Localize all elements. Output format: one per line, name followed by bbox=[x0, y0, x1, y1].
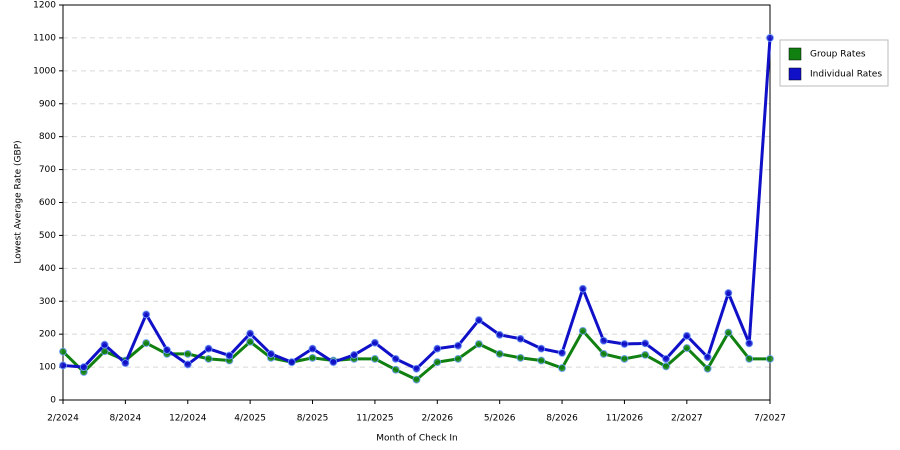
data-point bbox=[433, 358, 442, 367]
data-point bbox=[641, 351, 650, 359]
data-point bbox=[454, 354, 462, 363]
data-point bbox=[641, 339, 650, 348]
data-point bbox=[371, 354, 379, 363]
data-point bbox=[350, 351, 359, 359]
data-point bbox=[433, 344, 442, 353]
data-point bbox=[204, 354, 213, 363]
data-point bbox=[412, 364, 421, 373]
data-point bbox=[703, 364, 712, 373]
legend-label: Group Rates bbox=[810, 50, 866, 60]
data-point bbox=[391, 365, 400, 374]
y-tick-label: 1100 bbox=[33, 33, 56, 43]
data-point bbox=[745, 339, 754, 348]
data-point bbox=[246, 337, 255, 346]
legend-swatch bbox=[788, 67, 802, 81]
data-point bbox=[682, 331, 691, 340]
data-point bbox=[495, 350, 504, 358]
y-tick-label: 1000 bbox=[33, 66, 56, 76]
x-tick-label: 7/2027 bbox=[754, 414, 786, 424]
data-point bbox=[599, 336, 608, 345]
data-point bbox=[682, 344, 691, 352]
x-axis-label: Month of Check In bbox=[376, 434, 458, 444]
y-axis-label: Lowest Average Rate (GBP) bbox=[14, 140, 24, 263]
data-point bbox=[308, 344, 317, 353]
data-point bbox=[204, 344, 213, 353]
data-point bbox=[121, 359, 130, 368]
legend-label: Individual Rates bbox=[810, 70, 882, 80]
data-point bbox=[558, 349, 566, 357]
data-point bbox=[558, 364, 566, 372]
data-point bbox=[474, 316, 483, 324]
data-point bbox=[724, 328, 733, 337]
y-tick-label: 200 bbox=[39, 330, 56, 340]
data-point bbox=[724, 289, 733, 297]
data-point bbox=[516, 353, 525, 362]
y-tick-label: 1200 bbox=[33, 1, 56, 11]
data-point bbox=[59, 347, 67, 356]
data-point bbox=[766, 354, 774, 363]
x-tick-label: 2/2024 bbox=[47, 414, 79, 424]
data-point bbox=[163, 346, 171, 354]
data-point bbox=[371, 338, 379, 347]
data-point bbox=[412, 375, 421, 384]
data-point bbox=[225, 351, 234, 360]
data-point bbox=[267, 350, 275, 358]
x-tick-label: 2/2026 bbox=[421, 414, 453, 424]
x-tick-label: 11/2026 bbox=[606, 414, 644, 424]
x-tick-label: 8/2026 bbox=[546, 414, 578, 424]
data-point bbox=[246, 329, 255, 338]
y-tick-label: 600 bbox=[39, 198, 56, 208]
x-tick-label: 5/2026 bbox=[484, 414, 516, 424]
data-point bbox=[474, 340, 483, 348]
y-tick-label: 500 bbox=[39, 231, 56, 241]
data-point bbox=[79, 363, 88, 371]
data-point bbox=[703, 353, 712, 362]
x-tick-label: 11/2025 bbox=[356, 414, 393, 424]
data-point bbox=[662, 354, 670, 363]
data-point bbox=[183, 360, 192, 369]
legend: Group Rates Individual Rates bbox=[779, 39, 889, 87]
data-point bbox=[662, 362, 670, 371]
plot-frame bbox=[62, 4, 771, 401]
data-point bbox=[142, 339, 151, 347]
data-point bbox=[100, 340, 109, 349]
series-line bbox=[62, 37, 772, 371]
y-tick-label: 700 bbox=[39, 165, 56, 175]
data-point bbox=[391, 354, 400, 363]
data-point bbox=[578, 326, 587, 335]
data-point bbox=[620, 340, 629, 348]
data-point bbox=[183, 350, 192, 358]
data-point bbox=[287, 358, 296, 367]
y-tick-label: 300 bbox=[39, 297, 56, 307]
data-point bbox=[745, 354, 754, 363]
data-point bbox=[516, 334, 525, 343]
x-tick-label: 12/2024 bbox=[169, 414, 207, 424]
y-tick-label: 800 bbox=[39, 132, 56, 142]
data-point bbox=[142, 310, 151, 319]
data-point bbox=[620, 354, 629, 363]
y-tick-label: 900 bbox=[39, 99, 56, 109]
data-point bbox=[599, 350, 608, 358]
x-tick-label: 4/2025 bbox=[234, 414, 266, 424]
data-point bbox=[329, 358, 338, 367]
data-point bbox=[578, 284, 587, 293]
data-point bbox=[59, 361, 67, 370]
x-tick-label: 8/2024 bbox=[110, 414, 142, 424]
y-tick-label: 100 bbox=[39, 363, 56, 373]
x-tick-label: 8/2025 bbox=[297, 414, 329, 424]
y-tick-label: 0 bbox=[50, 396, 56, 406]
y-tick-label: 400 bbox=[39, 264, 56, 274]
data-point bbox=[537, 356, 546, 365]
data-point bbox=[766, 34, 774, 42]
data-point bbox=[454, 341, 462, 350]
data-point bbox=[537, 344, 546, 353]
data-point bbox=[495, 330, 504, 339]
data-point bbox=[308, 353, 317, 362]
legend-swatch bbox=[788, 47, 802, 61]
x-tick-label: 2/2027 bbox=[671, 414, 703, 424]
